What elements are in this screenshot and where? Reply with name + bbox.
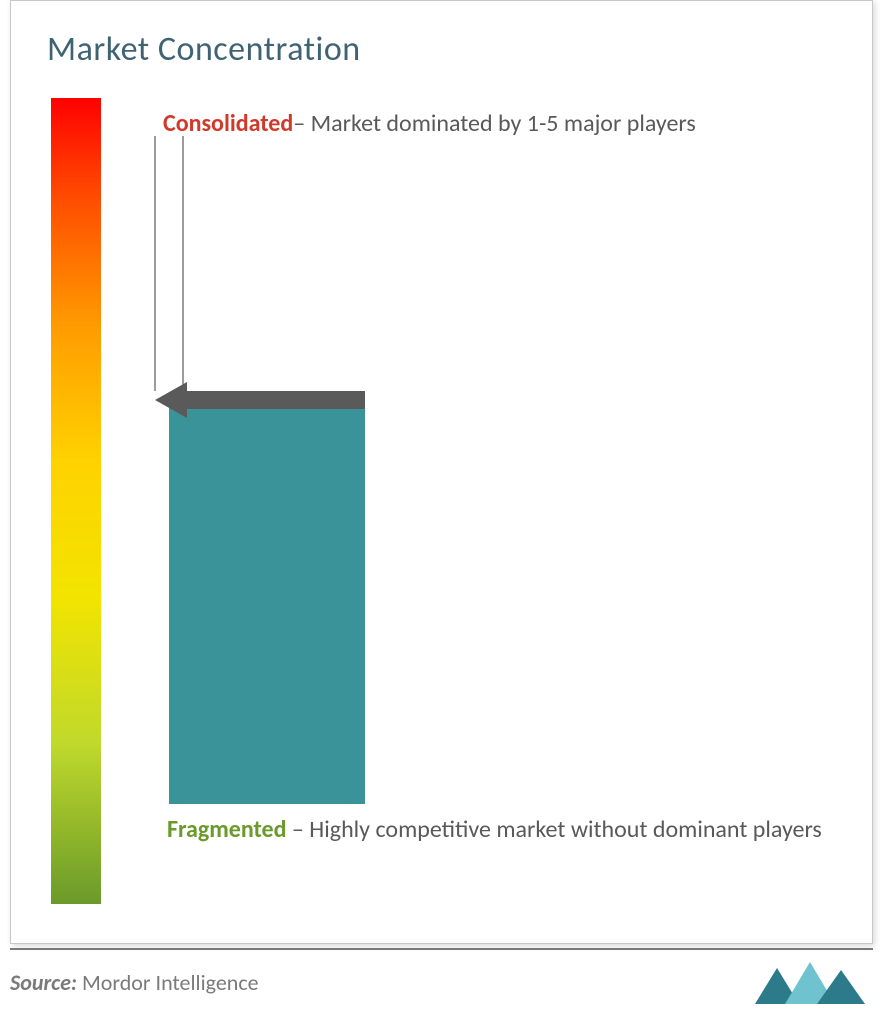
fragmented-text: – Highly competitive market without domi… — [287, 815, 822, 844]
chart-content: Consolidated– Market dominated by 1-5 ma… — [47, 98, 836, 918]
chart-title: Market Concentration — [47, 29, 836, 70]
consolidated-description: Consolidated– Market dominated by 1-5 ma… — [163, 98, 863, 151]
source-attribution: Source: Mordor Intelligence — [10, 969, 259, 996]
fragmented-description: Fragmented – Highly competitive market w… — [167, 804, 867, 857]
infographic-card: Market Concentration Consolidated– Marke… — [10, 0, 873, 944]
consolidated-label: Consolidated — [163, 109, 293, 138]
market-position-box — [169, 404, 365, 804]
consolidated-text: – Market dominated by 1-5 major players — [293, 109, 696, 138]
fragmented-label: Fragmented — [167, 815, 287, 844]
callout-lines — [143, 136, 213, 396]
concentration-gradient-bar — [51, 98, 101, 904]
mordor-logo-icon — [755, 960, 865, 1004]
source-value: Mordor Intelligence — [77, 969, 259, 996]
footer: Source: Mordor Intelligence — [10, 948, 873, 1004]
source-label: Source: — [10, 969, 77, 996]
market-position-arrow-icon — [155, 382, 365, 418]
